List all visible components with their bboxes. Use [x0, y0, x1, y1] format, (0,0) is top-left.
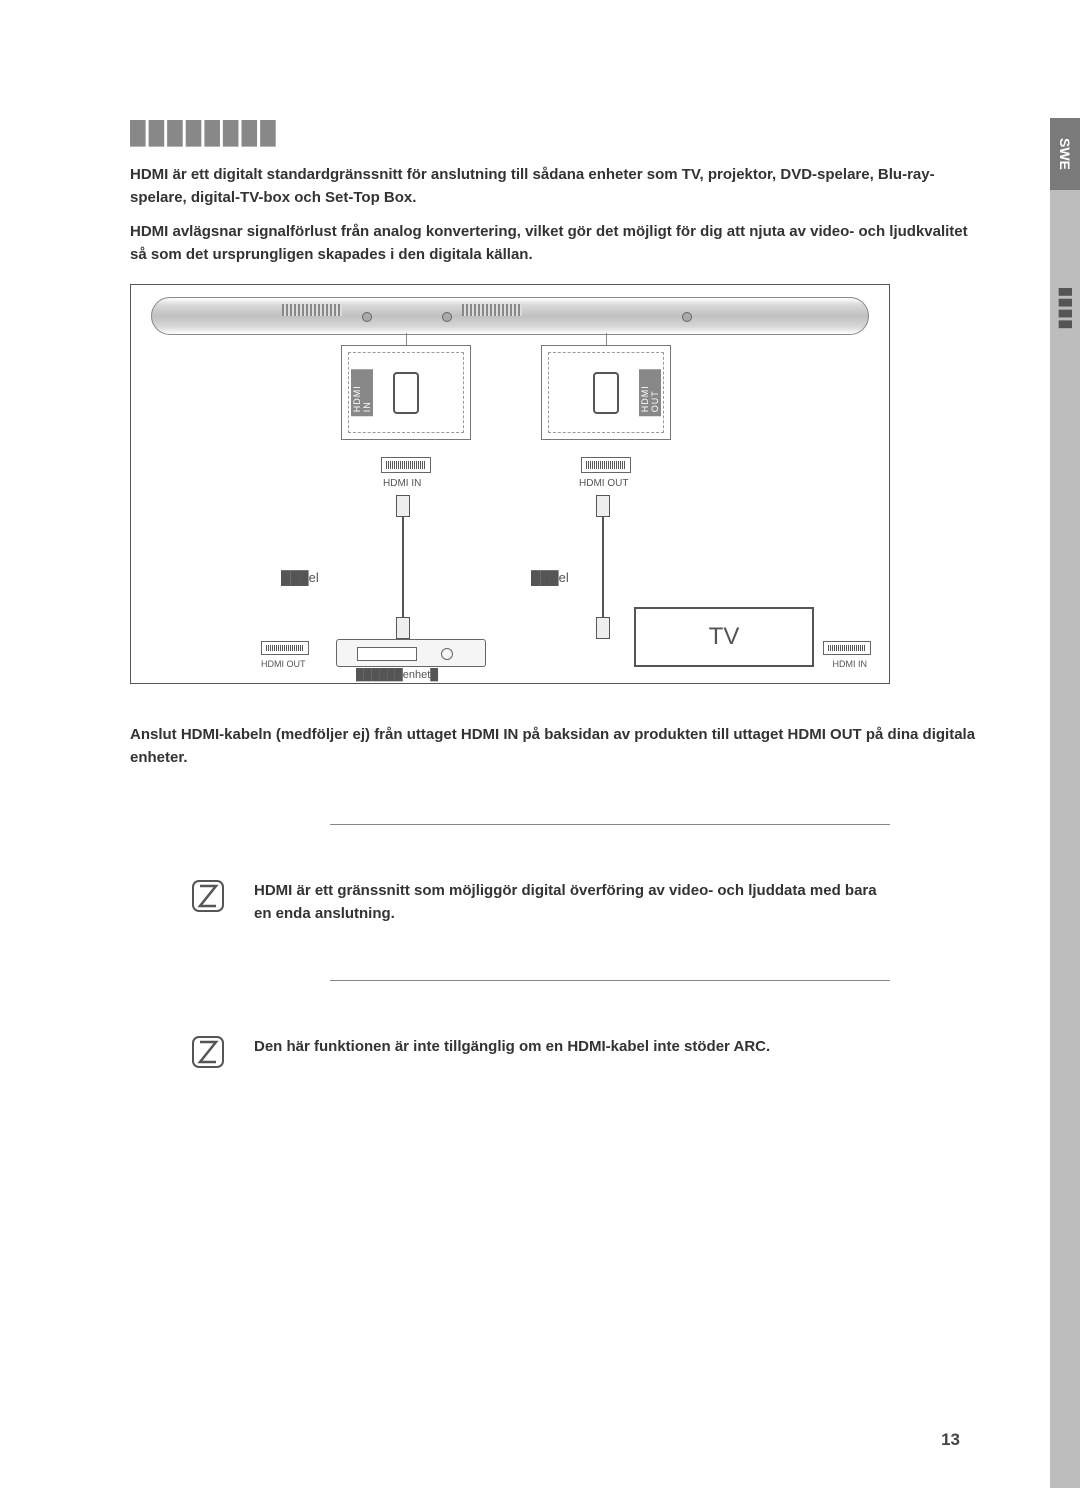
note-divider: [330, 980, 890, 981]
hdmi-in-zoom: HDMI IN: [341, 345, 471, 440]
hdmi-in-mini-label: HDMI IN: [383, 478, 421, 489]
port-shape: [593, 372, 619, 414]
tv-hdmi-in-port: [823, 641, 871, 655]
tv-label: TV: [709, 623, 740, 651]
speaker-grill: [462, 304, 522, 316]
section-title: ████████: [130, 120, 980, 146]
cable-wire: [602, 517, 604, 617]
cable-label-right: ███el: [531, 570, 569, 585]
note-divider: [330, 824, 890, 825]
hdmi-out-mini-label: HDMI OUT: [579, 478, 628, 489]
page-number: 13: [941, 1430, 960, 1450]
ext-hdmi-out-label: HDMI OUT: [261, 659, 306, 669]
hdmi-out-miniport: [581, 457, 631, 473]
dvd-knob: [441, 648, 453, 660]
cable-plug-icon: [596, 617, 610, 639]
dvd-tray: [357, 647, 417, 661]
hdmi-out-zoom: HDMI OUT: [541, 345, 671, 440]
note-2-text: Den här funktionen är inte tillgänglig o…: [254, 1036, 770, 1059]
zoom-line: [406, 333, 407, 345]
note-2: Den här funktionen är inte tillgänglig o…: [130, 1026, 890, 1068]
ext-hdmi-out-port: [261, 641, 309, 655]
port-shape: [393, 372, 419, 414]
note-1-text: HDMI ӓr ett gränssnitt som möjliggör dig…: [254, 880, 890, 925]
external-device-label: ██████enhet█: [356, 669, 438, 681]
external-device-graphic: [336, 639, 486, 667]
page-content: ████████ HDMI ӓr ett digitalt standardgr…: [0, 0, 1080, 1118]
connection-diagram: HDMI IN HDMI OUT HDMI IN HDMI OUT ███el …: [130, 284, 890, 684]
tv-graphic: TV: [634, 607, 814, 667]
hdmi-out-vertical-label: HDMI OUT: [639, 369, 661, 416]
cable-plug-icon: [396, 495, 410, 517]
cable-wire: [402, 517, 404, 617]
intro-paragraph-2: HDMI avlägsnar signalförlust från analog…: [130, 221, 980, 266]
note-icon: [192, 880, 224, 912]
hdmi-cable-right: [596, 495, 610, 639]
note-icon: [192, 1036, 224, 1068]
zoom-line: [606, 333, 607, 345]
cable-plug-icon: [596, 495, 610, 517]
cable-label-left: ███el: [281, 570, 319, 585]
speaker-dot: [362, 312, 372, 322]
intro-paragraph-1: HDMI ӓr ett digitalt standardgränssnitt …: [130, 164, 980, 209]
connection-text: Anslut HDMI-kabeln (medföljer ej) från u…: [130, 724, 980, 769]
speaker-grill: [282, 304, 342, 316]
hdmi-cable-left: [396, 495, 410, 639]
hdmi-in-vertical-label: HDMI IN: [351, 369, 373, 416]
speaker-dot: [442, 312, 452, 322]
speaker-dot: [682, 312, 692, 322]
note-1: HDMI ӓr ett gränssnitt som möjliggör dig…: [130, 870, 890, 925]
soundbar-graphic: [151, 297, 869, 335]
hdmi-in-miniport: [381, 457, 431, 473]
cable-plug-icon: [396, 617, 410, 639]
connection-instructions: Anslut HDMI-kabeln (medföljer ej) från u…: [130, 724, 980, 769]
tv-hdmi-in-label: HDMI IN: [833, 659, 868, 669]
